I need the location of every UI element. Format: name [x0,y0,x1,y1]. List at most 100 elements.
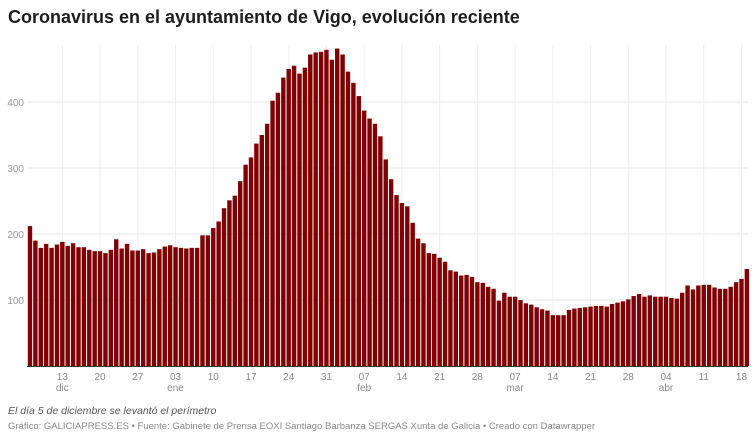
bar [723,288,728,366]
x-tick-month: mar [506,383,524,394]
bar [706,284,712,366]
x-tick-label: 20 [95,372,107,383]
x-tick-label: 13 [57,372,69,383]
x-tick-label: 21 [585,372,597,383]
bar [173,247,178,366]
bar [685,285,690,366]
bar [744,268,750,366]
bar [130,250,135,366]
bars [27,48,750,367]
bar [135,250,140,366]
bar [491,288,496,366]
x-tick-label: 18 [736,372,748,383]
bar [642,296,647,366]
bar [119,248,124,366]
bar [561,315,566,366]
bar [194,247,200,366]
x-tick-label: 04 [660,372,672,383]
y-tick-label: 400 [7,98,24,109]
bar [566,309,572,366]
bar [529,304,534,366]
bar [38,247,43,366]
bar [604,306,609,366]
x-tick-label: 28 [623,372,635,383]
bar [388,179,394,366]
bar [324,49,329,367]
x-tick-label: 21 [434,372,446,383]
bar [733,282,739,366]
bar [356,96,361,366]
x-tick-month: abr [659,383,674,394]
bar [394,195,399,366]
bar [248,157,254,366]
bar [626,299,631,366]
chart-title: Coronavirus en el ayuntamiento de Vigo, … [8,7,520,27]
bar [636,294,642,366]
bar [329,59,335,366]
bar [189,247,194,366]
bar [87,249,92,366]
bar [221,208,227,366]
bar [572,308,577,366]
bar [539,309,545,366]
bar [421,243,426,366]
bar [582,307,588,366]
bar [372,123,378,366]
bar [302,67,308,367]
bar [469,276,475,366]
x-tick-month: feb [357,383,371,394]
bar [340,54,345,366]
bar [599,305,604,366]
x-tick-label: 03 [170,372,182,383]
bar [281,77,286,366]
bar [577,307,582,366]
bar [124,243,130,366]
y-tick-label: 200 [7,230,24,241]
x-tick-label: 31 [321,372,333,383]
bar [717,288,723,366]
bar [464,274,469,366]
bar [658,296,663,366]
bar [81,247,87,366]
bar [76,247,81,366]
bar [157,249,162,366]
y-tick-label: 100 [7,296,24,307]
bar [496,300,502,366]
bar [65,245,70,366]
bar [712,287,717,366]
bar [216,221,221,366]
x-tick-label: 14 [547,372,559,383]
bar [205,235,211,366]
bar [448,270,453,366]
bar [426,253,432,366]
bar [345,71,351,366]
chart-note: El día 5 de diciembre se levantó el perí… [8,405,217,417]
x-tick-month: dic [56,383,69,394]
bar [415,238,421,366]
bar [432,253,437,366]
bar [437,257,442,366]
bar [512,296,518,366]
bar [545,310,550,366]
bar [167,245,173,366]
bar [162,246,167,366]
bar [593,305,599,366]
x-tick-label: 10 [208,372,220,383]
bar [507,296,512,366]
bar [399,202,405,366]
bar [232,195,238,366]
x-tick-label: 17 [245,372,257,383]
bar [49,247,54,366]
bar [184,248,189,366]
bar [92,251,97,366]
bar [114,239,119,366]
bar [103,253,108,366]
bar [351,82,356,367]
bar [609,303,615,366]
bar [178,247,184,366]
bar [728,286,733,366]
x-tick-label: 11 [699,372,710,383]
x-tick-label: 07 [359,372,371,383]
